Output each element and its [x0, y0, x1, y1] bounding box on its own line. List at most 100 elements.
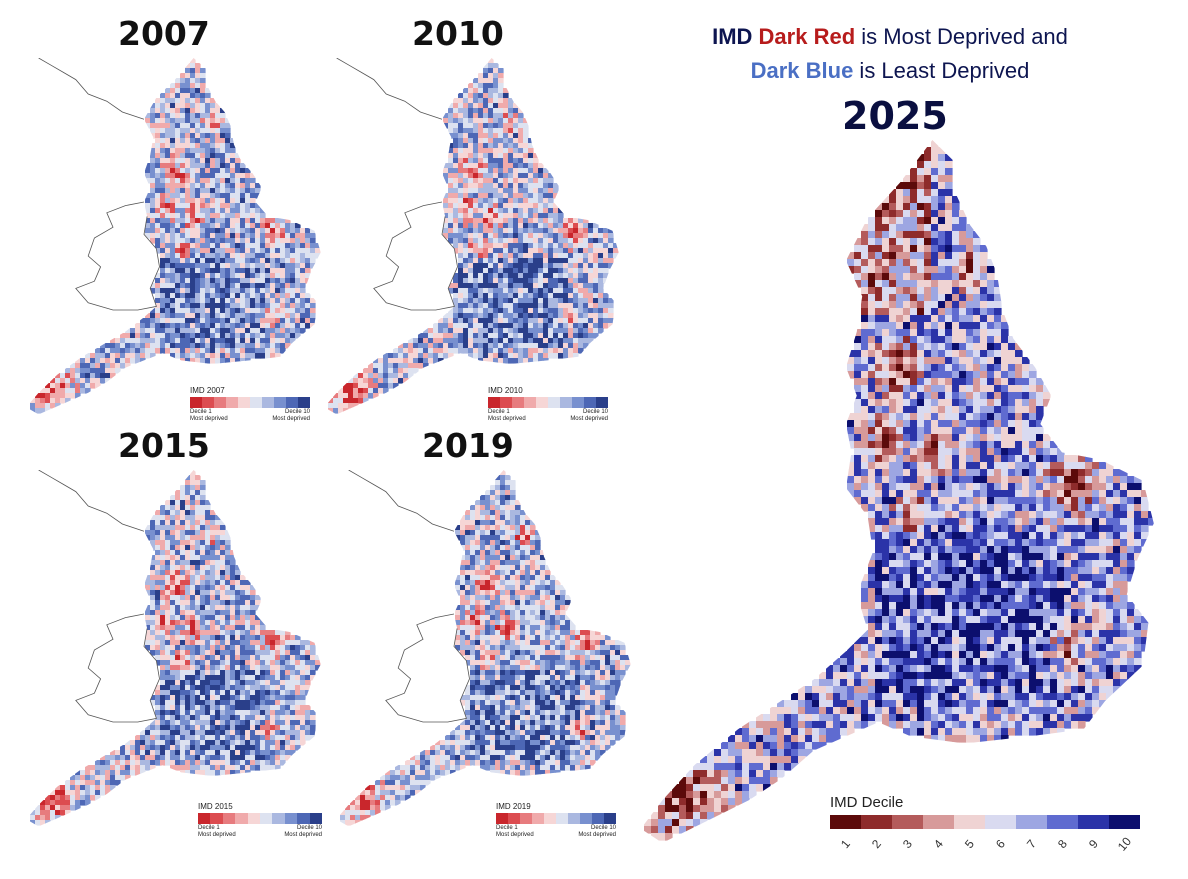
map-2010	[328, 58, 619, 414]
legend-tick-label: 7	[1023, 836, 1040, 852]
legend-high-sub: Most deprived	[570, 416, 608, 422]
legend-ticks: 1 2 3 4 5 6 7 8 9 10	[830, 834, 1140, 853]
scotland-outline	[336, 58, 443, 120]
legend-colorbar	[190, 397, 310, 408]
legend-tick-label: 6	[992, 836, 1009, 852]
legend-swatch	[1078, 815, 1109, 829]
legend-swatch	[1047, 815, 1078, 829]
legend-swatch	[274, 397, 286, 408]
legend-swatch	[596, 397, 608, 408]
legend-swatch	[309, 813, 323, 824]
legend-swatch	[298, 397, 310, 408]
legend-title: IMD 2019	[496, 802, 531, 811]
legend-swatch	[222, 813, 236, 824]
legend-low-label: Decile 1	[488, 409, 510, 415]
legend-colorbar	[198, 813, 323, 824]
legend-low-label: Decile 1	[198, 825, 220, 831]
legend-swatch	[556, 813, 568, 824]
map-2015	[30, 470, 321, 826]
legend-low-sub: Most deprived	[198, 832, 236, 838]
year-title-2025: 2025	[842, 94, 948, 138]
year-title-2019: 2019	[422, 426, 514, 465]
legend-high-sub: Most deprived	[578, 832, 616, 838]
legend-high-sub: Most deprived	[272, 416, 310, 422]
wales-outline	[75, 613, 160, 723]
year-title-2010: 2010	[412, 14, 504, 53]
legend-2007: IMD 2007 Decile 1 Most deprived Decile 10 M…	[190, 386, 310, 423]
legend-colorbar	[496, 813, 616, 824]
legend-swatch	[250, 397, 262, 408]
legend-swatch	[496, 813, 508, 824]
legend-swatch	[1016, 815, 1047, 829]
legend-swatch	[488, 397, 500, 408]
legend-high-sub: Most deprived	[284, 832, 322, 838]
legend-tick-label: 8	[1054, 836, 1071, 852]
legend-title: IMD 2010	[488, 386, 523, 395]
legend-title: IMD Decile	[830, 794, 904, 811]
legend-swatch	[580, 813, 592, 824]
legend-low-sub: Most deprived	[488, 416, 526, 422]
legend-swatch	[512, 397, 524, 408]
choropleth-cells	[328, 58, 619, 414]
year-title-2007: 2007	[118, 14, 210, 53]
legend-swatch	[508, 813, 520, 824]
legend-swatch	[830, 815, 861, 829]
legend-tick-label: 5	[961, 836, 978, 852]
legend-colorbar	[830, 815, 1140, 829]
legend-swatch	[500, 397, 512, 408]
legend-swatch	[286, 397, 298, 408]
legend-swatch	[190, 397, 202, 408]
legend-swatch	[226, 397, 238, 408]
legend-tick-label: 1	[837, 836, 854, 852]
choropleth-cells	[30, 470, 321, 826]
legend-swatch	[985, 815, 1016, 829]
legend-swatch	[260, 813, 273, 824]
map-2025	[644, 140, 1154, 841]
year-title-2015: 2015	[118, 426, 210, 465]
legend-tick-label: 9	[1085, 836, 1102, 852]
legend-swatch	[247, 813, 261, 824]
legend-swatch	[892, 815, 923, 829]
legend-tick-label: 3	[899, 836, 916, 852]
legend-swatch	[536, 397, 548, 408]
legend-2025: IMD Decile 1 2 3 4 5 6 7 8 9 10	[830, 794, 1140, 854]
legend-swatch	[861, 815, 892, 829]
legend-swatch	[284, 813, 298, 824]
legend-swatch	[214, 397, 226, 408]
headline-dark-blue: Dark Blue	[750, 58, 854, 83]
legend-swatch	[238, 397, 250, 408]
legend-swatch	[954, 815, 985, 829]
legend-2010: IMD 2010 Decile 1 Most deprived Decile 10 M…	[488, 386, 608, 423]
map-2019	[340, 470, 631, 826]
legend-swatch	[520, 813, 532, 824]
headline-imd: IMD	[712, 24, 759, 49]
legend-swatch	[572, 397, 584, 408]
legend-2015: IMD 2015 Decile 1 Most deprived Decile 10 M…	[198, 802, 323, 839]
legend-swatch	[1109, 815, 1140, 829]
legend-swatch	[297, 813, 310, 824]
legend-swatch	[198, 813, 211, 824]
legend-swatch	[560, 397, 572, 408]
legend-tick-label: 4	[930, 836, 947, 852]
headline-line-1: IMD Dark Red is Most Deprived and	[640, 24, 1140, 50]
legend-high-label: Decile 10	[284, 409, 310, 415]
legend-high-label: Decile 10	[582, 409, 608, 415]
legend-tick-label: 2	[868, 836, 885, 852]
legend-title: IMD 2015	[198, 802, 233, 811]
scotland-outline	[38, 58, 145, 120]
legend-swatch	[548, 397, 560, 408]
legend-swatch	[235, 813, 248, 824]
legend-low-sub: Most deprived	[190, 416, 228, 422]
wales-outline	[385, 613, 470, 723]
legend-colorbar	[488, 397, 608, 408]
legend-swatch	[923, 815, 954, 829]
legend-swatch	[262, 397, 274, 408]
legend-swatch	[532, 813, 544, 824]
legend-swatch	[584, 397, 596, 408]
choropleth-cells	[340, 470, 631, 826]
legend-low-sub: Most deprived	[496, 832, 534, 838]
legend-swatch	[544, 813, 556, 824]
legend-low-label: Decile 1	[496, 825, 518, 831]
wales-outline	[75, 201, 160, 311]
headline-least: is Least Deprived	[853, 58, 1030, 83]
